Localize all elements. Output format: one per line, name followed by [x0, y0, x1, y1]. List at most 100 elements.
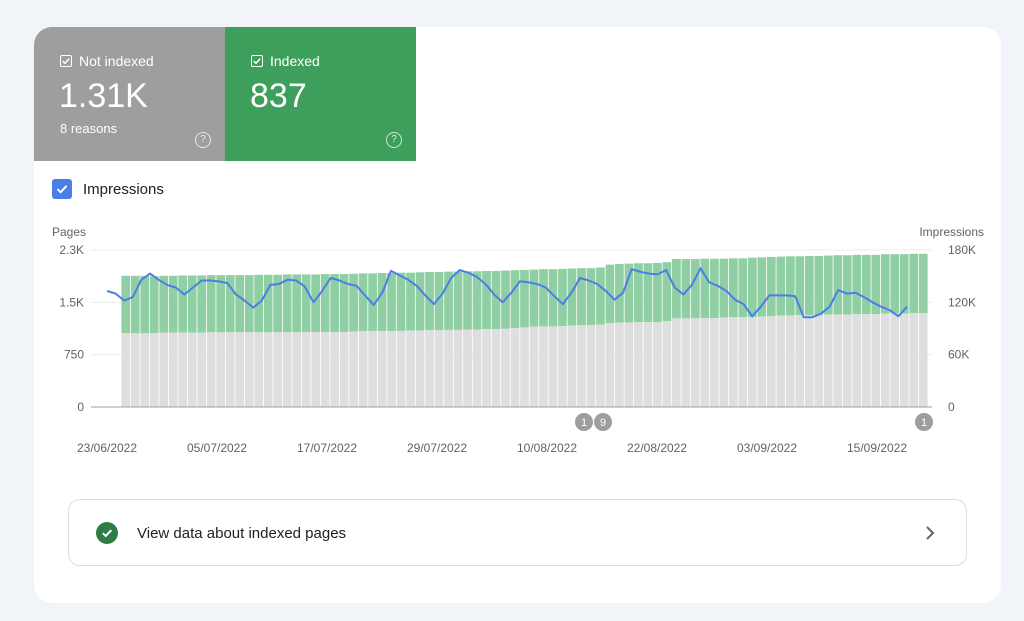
bar-not-indexed — [263, 332, 273, 407]
bar-not-indexed — [880, 313, 890, 407]
bar-not-indexed — [377, 330, 387, 407]
bar-not-indexed — [833, 314, 843, 407]
bar-not-indexed — [776, 315, 786, 407]
bar-not-indexed — [719, 317, 729, 407]
bar-not-indexed — [415, 330, 425, 407]
bar-indexed — [444, 271, 453, 330]
bar-indexed — [643, 263, 653, 323]
annotation-label: 1 — [921, 417, 927, 429]
not-indexed-label-row: Not indexed — [60, 53, 154, 69]
indexed-tile[interactable]: Indexed 837 ? — [225, 27, 416, 161]
bar-not-indexed — [842, 314, 852, 407]
not-indexed-value: 1.31K — [59, 77, 148, 115]
bar-not-indexed — [396, 330, 406, 407]
bar-indexed — [491, 270, 501, 330]
bar-indexed — [121, 275, 131, 334]
not-indexed-label: Not indexed — [79, 53, 154, 69]
bar-not-indexed — [624, 322, 634, 407]
left-tick-label: 750 — [64, 348, 84, 362]
bar-indexed — [615, 263, 624, 323]
bar-indexed — [691, 259, 700, 319]
bar-indexed — [823, 255, 833, 315]
bar-indexed — [852, 254, 862, 315]
bar-not-indexed — [738, 317, 748, 407]
x-tick-label: 15/09/2022 — [847, 441, 907, 455]
bar-indexed — [710, 258, 719, 319]
x-tick-label: 29/07/2022 — [407, 441, 467, 455]
bar-not-indexed — [178, 332, 188, 407]
bar-indexed — [729, 258, 738, 318]
bar-indexed — [520, 269, 529, 328]
help-icon[interactable]: ? — [386, 132, 402, 148]
bar-not-indexed — [358, 331, 368, 407]
bar-not-indexed — [425, 330, 434, 407]
bar-indexed — [377, 273, 387, 331]
bar-not-indexed — [890, 313, 900, 407]
bar-not-indexed — [710, 318, 719, 407]
bar-not-indexed — [804, 315, 814, 407]
bar-indexed — [871, 254, 881, 315]
bar-not-indexed — [681, 318, 691, 407]
not-indexed-tile[interactable]: Not indexed 1.31K 8 reasons ? — [34, 27, 225, 161]
bar-not-indexed — [149, 333, 159, 407]
bar-indexed — [776, 256, 786, 316]
x-tick-label: 22/08/2022 — [627, 441, 687, 455]
bar-not-indexed — [206, 332, 216, 407]
bar-not-indexed — [187, 332, 197, 407]
bar-indexed — [282, 274, 292, 333]
annotation-marker[interactable]: 1 — [915, 413, 933, 431]
bar-indexed — [387, 273, 396, 331]
left-tick-label: 1.5K — [59, 295, 84, 309]
bar-not-indexed — [605, 323, 615, 407]
bar-indexed — [178, 275, 188, 333]
bar-indexed — [909, 253, 919, 314]
bar-not-indexed — [852, 314, 862, 407]
checkbox-checked-icon[interactable] — [52, 179, 72, 199]
bar-not-indexed — [282, 332, 292, 407]
bar-indexed — [130, 275, 140, 334]
x-tick-label: 10/08/2022 — [517, 441, 577, 455]
bar-not-indexed — [121, 333, 131, 407]
bar-indexed — [330, 274, 339, 332]
bar-not-indexed — [823, 314, 833, 407]
bar-not-indexed — [662, 321, 672, 407]
bar-not-indexed — [861, 314, 871, 407]
bar-not-indexed — [244, 332, 254, 407]
bar-not-indexed — [729, 317, 738, 407]
bar-indexed — [472, 271, 482, 330]
bar-not-indexed — [814, 314, 824, 407]
bar-not-indexed — [700, 318, 710, 407]
help-icon[interactable]: ? — [195, 132, 211, 148]
bar-not-indexed — [510, 328, 520, 407]
checkbox-icon[interactable] — [251, 55, 263, 67]
bar-not-indexed — [444, 329, 453, 407]
bar-not-indexed — [899, 313, 909, 407]
bar-not-indexed — [634, 322, 643, 407]
bar-indexed — [415, 272, 425, 331]
bar-not-indexed — [453, 329, 463, 407]
bar-indexed — [890, 254, 900, 314]
bar-not-indexed — [586, 325, 596, 407]
bar-not-indexed — [292, 332, 301, 407]
bar-indexed — [653, 262, 662, 323]
bar-indexed — [548, 269, 558, 327]
checkbox-icon[interactable] — [60, 55, 72, 67]
bar-indexed — [206, 275, 216, 333]
view-indexed-pages-button[interactable]: View data about indexed pages — [68, 499, 967, 566]
bar-not-indexed — [197, 332, 207, 407]
bar-indexed — [918, 253, 928, 314]
bar-not-indexed — [653, 322, 662, 407]
bar-indexed — [880, 254, 890, 314]
bar-indexed — [320, 274, 330, 332]
bar-indexed — [662, 262, 672, 322]
indexed-label: Indexed — [270, 53, 320, 69]
bar-indexed — [263, 274, 273, 333]
annotation-marker[interactable]: 9 — [594, 413, 612, 431]
impressions-toggle[interactable]: Impressions — [52, 179, 164, 199]
bar-indexed — [216, 275, 226, 333]
bar-not-indexed — [320, 331, 330, 407]
bar-not-indexed — [529, 326, 539, 407]
annotation-marker[interactable]: 1 — [575, 413, 593, 431]
bar-indexed — [140, 275, 150, 334]
bar-indexed — [577, 268, 586, 326]
